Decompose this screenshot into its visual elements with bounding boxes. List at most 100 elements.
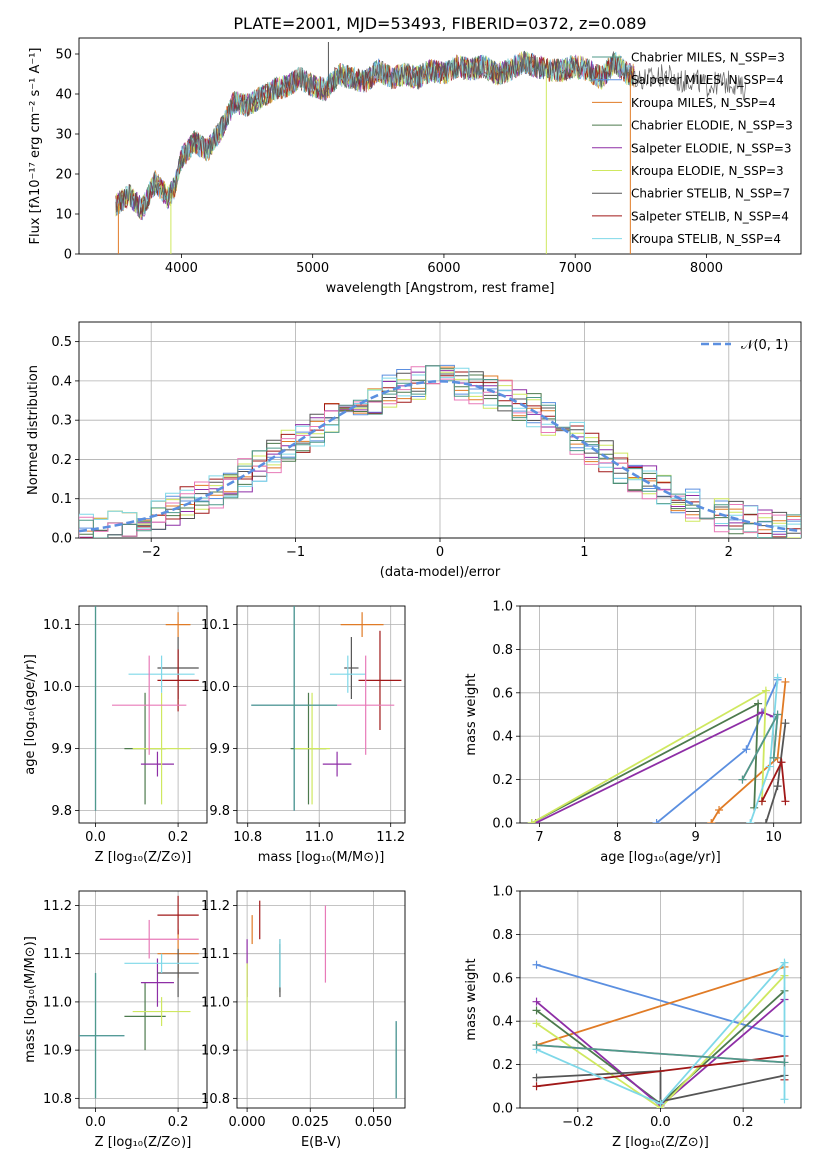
histogram-steps [79, 366, 801, 537]
weight-marker [761, 686, 770, 695]
weight-line [531, 689, 767, 823]
y-tick-label: 10.8 [201, 1092, 230, 1107]
plot-area [79, 364, 801, 538]
y-tick-label: 11.2 [43, 899, 72, 914]
normal-curve [79, 379, 801, 533]
x-tick-label: 11.0 [305, 830, 334, 845]
x-tick-label: 2 [725, 545, 733, 560]
x-tick-label: 0 [436, 545, 444, 560]
weight-marker [532, 997, 541, 1006]
y-axis-label: mass [log₁₀(M/M⊙)] [23, 936, 38, 1063]
y-tick-label: 30 [55, 128, 72, 143]
x-axis-label: mass [log₁₀(M/M⊙)] [258, 850, 385, 865]
y-tick-label: 9.9 [51, 742, 72, 757]
weight-line [535, 711, 775, 823]
weight-marker [742, 745, 751, 754]
weight-marker [780, 1058, 789, 1067]
plot-area [94, 606, 199, 811]
y-tick-label: 0.4 [492, 1015, 513, 1030]
x-tick-label: 7000 [559, 261, 592, 276]
x-tick-label: 8000 [690, 261, 723, 276]
plot-area [246, 900, 397, 1099]
x-axis-label: Z [log₁₀(Z/Z⊙)] [95, 1135, 192, 1150]
panel-residuals: −2 −1 0 1 2 0.0 0.1 0.2 0.3 0.4 0.5 (data-model)/er… [26, 321, 802, 580]
x-axis-label: wavelength [Angstrom, rest frame] [326, 281, 555, 296]
y-tick-label: 0.4 [492, 730, 513, 745]
panel-age-weight: 7 8 9 10 0.0 0.2 0.4 0.6 0.8 1.0 age [log₁₀(age/yr… [464, 600, 802, 865]
weight-marker [532, 1082, 541, 1091]
axes-frame [236, 890, 406, 1109]
y-tick-label: 10.8 [43, 1092, 72, 1107]
panel-z-age: 0.0 0.2 9.8 9.9 10.0 10.1 Z [log₁₀(Z/Z⊙)] age [… [23, 605, 208, 865]
x-tick-label: 0.000 [228, 1115, 265, 1130]
x-tick-label: 9 [691, 830, 699, 845]
y-tick-label: 0.3 [51, 414, 72, 429]
weight-marker [532, 960, 541, 969]
y-tick-label: 10.1 [43, 618, 72, 633]
weight-marker [773, 673, 782, 682]
weight-line [536, 1070, 785, 1103]
plot-area [251, 606, 402, 811]
panel-ebv-mass: 0.000 0.025 0.050 10.8 10.9 11.0 11.1 11.2 E(B-V… [201, 890, 406, 1150]
weight-marker [765, 762, 774, 771]
x-tick-label: 11.2 [376, 830, 405, 845]
y-tick-label: 1.0 [492, 885, 513, 900]
weight-marker [652, 819, 661, 823]
plot-area [79, 895, 199, 1099]
y-tick-label: 9.8 [209, 804, 230, 819]
x-axis-label: (data-model)/error [380, 565, 501, 580]
weight-marker [781, 797, 790, 806]
legend-label: Chabrier MILES, N_SSP=3 [631, 51, 785, 65]
legend-label: Salpeter MILES, N_SSP=4 [631, 73, 784, 87]
panel-mass-age: 10.8 11.0 11.2 9.8 9.9 10.0 10.1 mass [log₁₀(M/… [201, 605, 406, 865]
x-tick-label: −0.2 [562, 1115, 594, 1130]
y-tick-label: 10.1 [201, 618, 230, 633]
x-axis-label: age [log₁₀(age/yr)] [600, 850, 721, 865]
x-tick-label: 6000 [427, 261, 460, 276]
legend-label: Chabrier ELODIE, N_SSP=3 [631, 119, 793, 133]
weight-line [536, 963, 785, 1038]
plot-area [527, 673, 790, 823]
spectrum-line [115, 51, 635, 218]
y-tick-label: 10 [55, 208, 72, 223]
x-axis-label: Z [log₁₀(Z/Z⊙)] [95, 850, 192, 865]
weight-line [710, 681, 787, 823]
y-axis-label: Flux [fλ10⁻¹⁷ erg cm⁻² s⁻¹ A⁻¹] [28, 48, 43, 245]
x-tick-label: −2 [142, 545, 161, 560]
y-axis-label: mass weight [464, 958, 479, 1040]
legend-label: Kroupa MILES, N_SSP=4 [631, 96, 776, 110]
y-tick-label: 11.0 [201, 995, 230, 1010]
weight-marker [777, 758, 786, 767]
y-tick-label: 0.0 [51, 532, 72, 547]
x-tick-label: 0.2 [168, 830, 189, 845]
x-tick-label: 0.0 [85, 1115, 106, 1130]
y-tick-label: 0 [64, 248, 72, 263]
weight-marker [769, 753, 778, 762]
plot-area [115, 42, 747, 254]
y-tick-label: 40 [55, 88, 72, 103]
x-tick-label: 10 [765, 830, 782, 845]
legend-label: Kroupa ELODIE, N_SSP=3 [631, 164, 784, 178]
x-tick-label: 0.025 [292, 1115, 329, 1130]
weight-marker [532, 1019, 541, 1028]
x-tick-label: 8 [613, 830, 621, 845]
x-tick-label: 0.0 [85, 830, 106, 845]
legend-label: Kroupa STELIB, N_SSP=4 [631, 232, 781, 246]
x-tick-label: 0.2 [733, 1115, 754, 1130]
y-tick-label: 10.9 [201, 1044, 230, 1059]
weight-marker [532, 1041, 541, 1050]
weight-line [536, 966, 785, 1046]
weight-marker [780, 1095, 789, 1104]
axes-frame [78, 321, 802, 539]
figure-title: PLATE=2001, MJD=53493, FIBERID=0372, z=0… [233, 14, 646, 33]
weight-line [535, 974, 786, 1108]
weight-line [536, 960, 786, 1105]
y-tick-label: 10.0 [201, 680, 230, 695]
y-tick-label: 0.0 [492, 1102, 513, 1117]
y-tick-label: 0.4 [51, 374, 72, 389]
y-tick-label: 9.8 [51, 804, 72, 819]
panel-spectrum: 4000 5000 6000 7000 8000 0 10 20 30 40 50 wavelengt… [28, 37, 802, 296]
weight-marker [532, 1006, 541, 1015]
panel-z-mass: 0.0 0.2 10.8 10.9 11.0 11.1 11.2 Z [log₁₀(Z/Z⊙)… [23, 890, 208, 1150]
